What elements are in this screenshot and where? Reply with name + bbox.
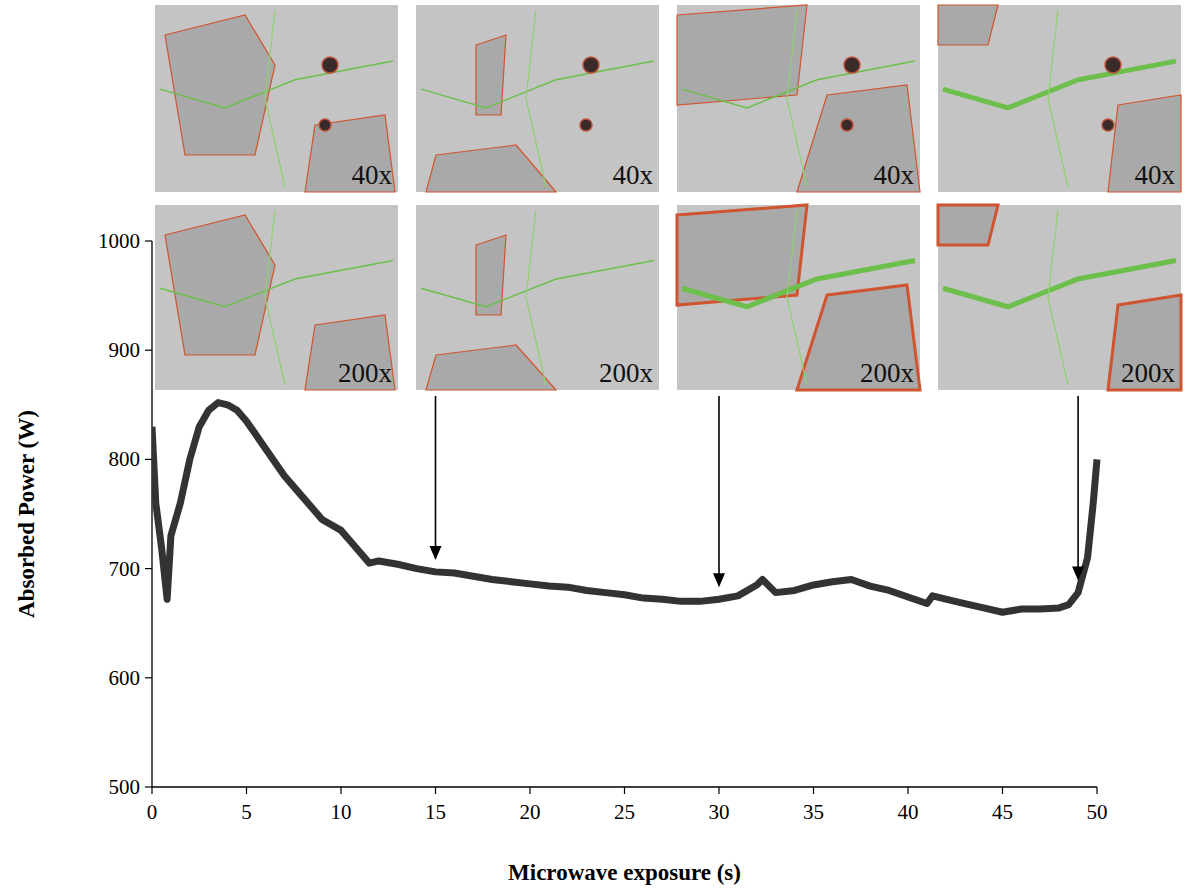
magnification-label: 200x [338, 358, 393, 388]
y-tick-label: 600 [109, 666, 141, 690]
magnification-label: 200x [1121, 358, 1176, 388]
y-axis-title: Absorbed Power (W) [14, 410, 39, 618]
y-tick-label: 800 [109, 447, 141, 471]
magnification-label: 40x [1135, 160, 1176, 190]
x-tick [246, 787, 247, 794]
x-tick [624, 787, 625, 794]
x-axis-title: Microwave exposure (s) [508, 860, 741, 885]
x-tick-label: 25 [614, 800, 635, 824]
x-tick-label: 15 [425, 800, 446, 824]
x-tick-label: 5 [241, 800, 252, 824]
x-tick [529, 787, 530, 794]
x-tick [435, 787, 436, 794]
x-tick [718, 787, 719, 794]
x-tick-label: 50 [1087, 800, 1108, 824]
x-tick [813, 787, 814, 794]
magnification-label: 40x [613, 160, 654, 190]
power-line [152, 403, 1097, 613]
y-tick-label: 700 [109, 557, 141, 581]
chart: 0 5 10 15 20 25 30 35 40 45 50 500 600 700 800 900 1000 M… [0, 0, 1186, 892]
y-tick [145, 786, 152, 787]
micrograph [677, 205, 920, 390]
y-tick [145, 459, 152, 460]
micrograph [155, 205, 398, 390]
magnification-label: 200x [860, 358, 915, 388]
micrograph [155, 5, 398, 192]
y-tick-label: 500 [109, 775, 141, 799]
arrow [1072, 396, 1084, 581]
x-tick-label: 30 [709, 800, 730, 824]
arrow [713, 396, 725, 587]
x-tick-label: 35 [803, 800, 824, 824]
x-tick [1096, 787, 1097, 794]
y-tick-label: 900 [109, 338, 141, 362]
micrograph [938, 205, 1181, 390]
x-tick [151, 787, 152, 794]
micrograph [416, 205, 659, 390]
magnification-label: 200x [599, 358, 654, 388]
x-tick [1002, 787, 1003, 794]
micrograph [416, 5, 659, 192]
y-axis [151, 241, 152, 787]
y-tick [145, 350, 152, 351]
magnification-label: 40x [352, 160, 393, 190]
x-tick-label: 40 [898, 800, 919, 824]
micrograph [938, 5, 1181, 192]
x-tick-label: 20 [520, 800, 541, 824]
x-tick-label: 10 [331, 800, 352, 824]
arrow [430, 396, 442, 560]
micrograph [677, 5, 920, 192]
x-tick [907, 787, 908, 794]
y-tick [145, 240, 152, 241]
y-tick [145, 677, 152, 678]
y-tick-label: 1000 [98, 229, 140, 253]
y-tick [145, 568, 152, 569]
x-tick-label: 0 [147, 800, 158, 824]
x-tick-label: 45 [992, 800, 1013, 824]
magnification-label: 40x [874, 160, 915, 190]
x-tick [340, 787, 341, 794]
plot-area [152, 403, 1097, 613]
